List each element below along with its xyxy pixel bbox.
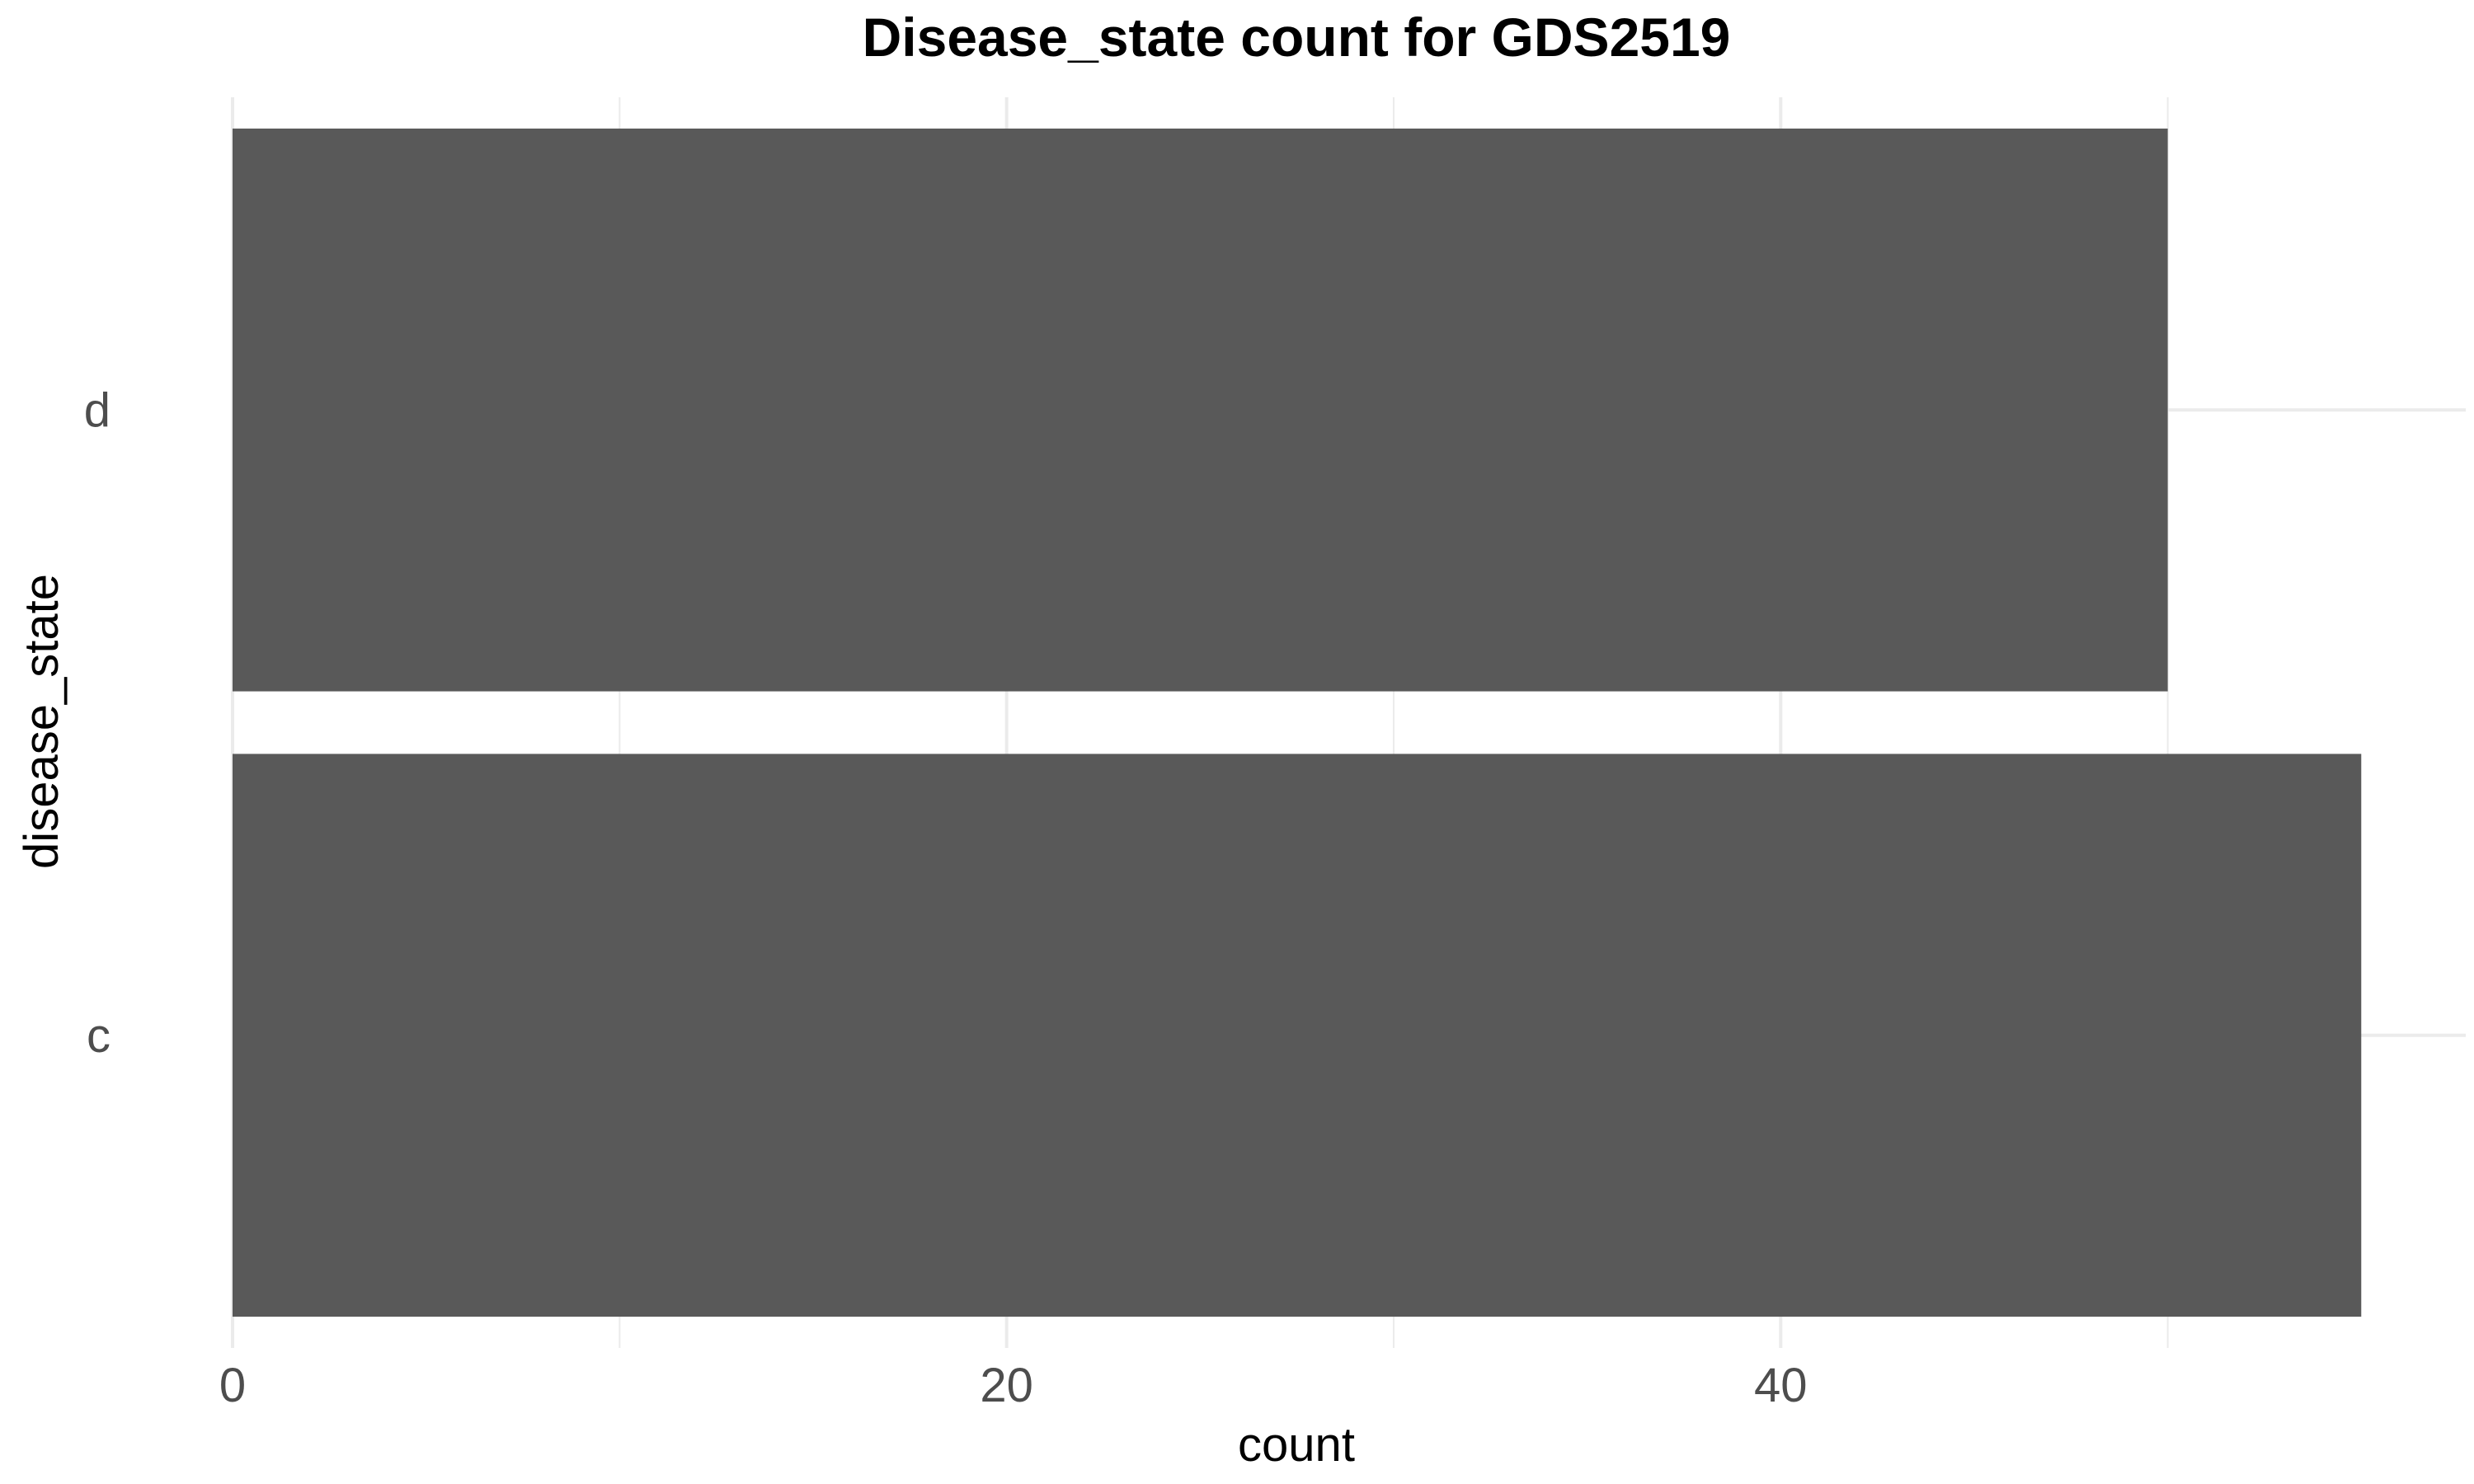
chart-title: Disease_state count for GDS2519	[863, 7, 1731, 68]
x-tick-label: 0	[219, 1359, 246, 1412]
tick-layer: 0 20 40 d c	[84, 383, 1808, 1412]
y-axis-title: disease_state	[15, 574, 68, 869]
bar-layer	[233, 128, 2362, 1317]
x-axis-title: count	[1238, 1418, 1355, 1472]
y-tick-label: c	[87, 1009, 111, 1063]
bar-c	[233, 754, 2362, 1317]
x-tick-label: 20	[980, 1359, 1033, 1412]
x-tick-label: 40	[1754, 1359, 1808, 1412]
y-tick-label: d	[84, 383, 111, 437]
bar-d	[233, 128, 2168, 692]
